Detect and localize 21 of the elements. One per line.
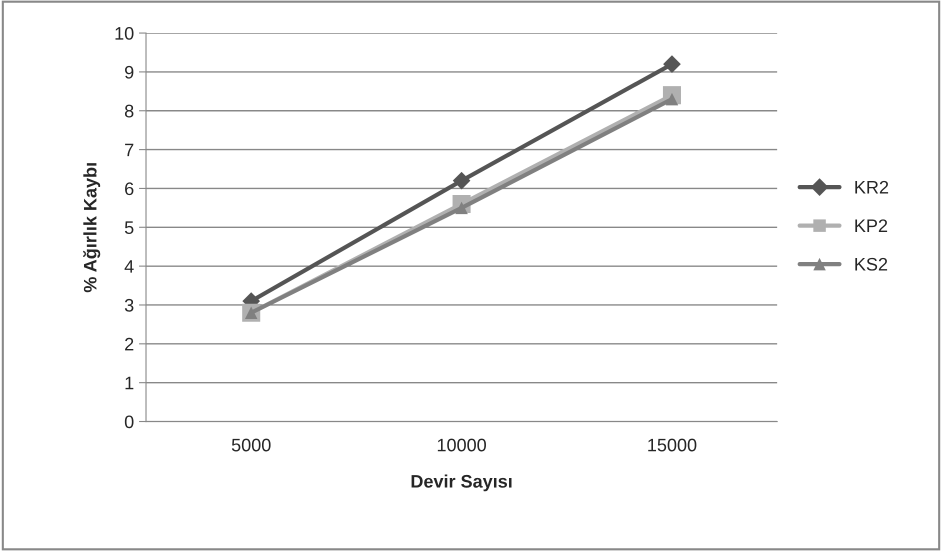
y-tick-label: 1 <box>126 376 134 390</box>
x-tick-label: 5000 <box>232 438 271 452</box>
y-tick-label: 7 <box>125 144 134 156</box>
x-tick-label: 15000 <box>648 438 696 452</box>
x-axis-title: Devir Sayısı <box>412 474 512 492</box>
point <box>663 55 681 73</box>
legend-label: KS2 <box>855 258 888 271</box>
y-tick-label: 4 <box>124 260 134 273</box>
x-tick-label: 10000 <box>438 438 486 452</box>
legend-label: KP2 <box>855 219 888 232</box>
point <box>452 172 470 190</box>
y-tick-label: 2 <box>125 338 134 350</box>
y-tick-label: 9 <box>125 66 134 79</box>
y-tick-label: 5 <box>124 221 134 234</box>
y-tick-label: 8 <box>124 104 134 118</box>
legend-label: KR2 <box>855 180 888 194</box>
y-tick-label: 0 <box>124 415 134 428</box>
y-tick-label: 10 <box>116 26 134 40</box>
y-tick-label: 6 <box>125 182 134 196</box>
y-tick-label: 3 <box>124 298 134 312</box>
y-axis-title: % Ağırlık Kaybı <box>83 163 100 292</box>
